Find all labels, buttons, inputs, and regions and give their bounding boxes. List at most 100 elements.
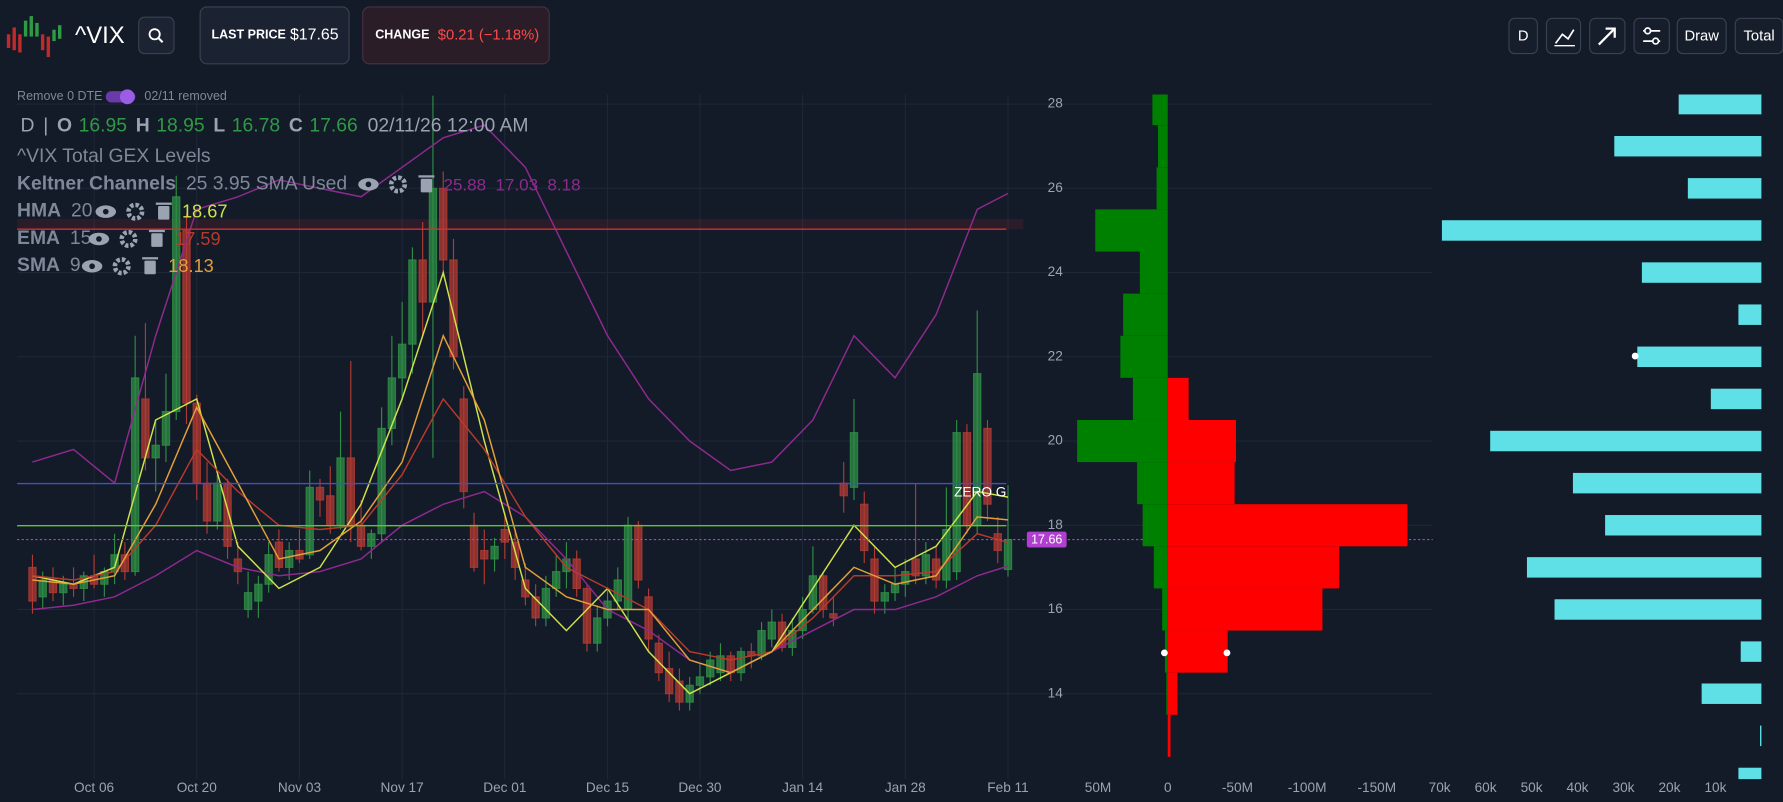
- logo: [6, 16, 62, 58]
- interval-button-label: D: [1518, 28, 1529, 44]
- candle-body: [541, 587, 551, 619]
- candle-body: [336, 457, 345, 526]
- total-button-label: Total: [1744, 28, 1775, 44]
- volume-bar: [1710, 388, 1762, 410]
- gex-bar: [1157, 125, 1168, 168]
- candle-body: [469, 524, 479, 568]
- gex-bar: [1120, 335, 1168, 378]
- candle-body: [377, 427, 386, 535]
- x-tick-label: Jan 14: [782, 780, 823, 795]
- gex-bar: [1167, 672, 1178, 715]
- x-tick-label: Oct 06: [74, 780, 114, 795]
- candle-body: [500, 528, 510, 543]
- search-button[interactable]: [138, 16, 175, 55]
- sma-name: SMA: [17, 255, 60, 276]
- high-value: 18.95: [156, 115, 204, 136]
- gex-bar: [1142, 504, 1168, 547]
- candle-body: [315, 486, 325, 501]
- candle-body: [634, 524, 643, 581]
- volume-bar: [1701, 683, 1762, 704]
- candle-body: [326, 495, 335, 526]
- candle-body: [213, 482, 222, 522]
- volume-bar: [1441, 220, 1762, 241]
- candle-body: [274, 541, 284, 568]
- volume-bar: [1572, 472, 1762, 494]
- low-value: 16.78: [232, 115, 280, 136]
- separator: |: [43, 115, 48, 136]
- y-tick-label: 26: [1048, 180, 1063, 195]
- legend-icons: [81, 175, 435, 276]
- keltner-upper-value: 25.88: [443, 175, 486, 194]
- change-box: CHANGE $0.21 (−1.18%): [362, 6, 550, 65]
- gex-bar: [1167, 588, 1323, 631]
- candle-body: [356, 524, 366, 547]
- open-value: 16.95: [79, 115, 127, 136]
- candle-body: [130, 377, 140, 573]
- keltner-width: 8.18: [547, 175, 580, 194]
- sma-params: 9: [70, 255, 81, 276]
- gear-hub: [119, 263, 124, 269]
- candle-body: [233, 558, 243, 573]
- gear-icon: [388, 175, 408, 194]
- gear-hub: [126, 236, 131, 242]
- eye-pupil: [102, 208, 109, 215]
- x-tick-label: 50k: [1521, 780, 1543, 795]
- trash-lid: [142, 257, 159, 260]
- candle-body: [613, 579, 622, 602]
- sma-row: SMA 9: [17, 255, 81, 276]
- candle-body: [1003, 539, 1013, 571]
- candle-body: [264, 554, 273, 585]
- interval-button[interactable]: D: [1508, 17, 1538, 55]
- candle-body: [767, 621, 777, 640]
- candle-body: [490, 545, 499, 560]
- low-label: L: [213, 115, 225, 136]
- gex-bar: [1167, 419, 1237, 463]
- study-controls: [88, 229, 165, 249]
- total-button[interactable]: Total: [1734, 17, 1783, 55]
- x-tick-label: 50M: [1085, 780, 1112, 795]
- ema-params: 15: [70, 228, 92, 249]
- candle-body: [243, 592, 253, 611]
- indicators-button[interactable]: [1545, 17, 1582, 55]
- candle-body: [757, 629, 766, 657]
- candle-body: [151, 444, 160, 459]
- study-title: ^VIX Total GEX Levels: [17, 146, 210, 167]
- candle-body: [439, 187, 448, 261]
- draw-button[interactable]: Draw: [1676, 17, 1727, 55]
- draw-line-button[interactable]: [1589, 17, 1626, 55]
- candle-body: [839, 482, 848, 497]
- gex-bar: [1167, 630, 1228, 673]
- y-tick-label: 18: [1048, 517, 1063, 532]
- x-tick-label: 20k: [1658, 780, 1680, 795]
- last-price-label: LAST PRICE: [212, 28, 286, 42]
- trash-lid: [418, 175, 435, 178]
- markers: [1160, 352, 1639, 657]
- candle-body: [408, 259, 417, 345]
- trash-icon: [420, 178, 433, 193]
- study-controls: [95, 202, 172, 221]
- gex-bar: [1153, 546, 1168, 589]
- trash-icon: [151, 233, 163, 247]
- candle-body: [223, 482, 232, 547]
- candle-body: [593, 617, 602, 644]
- volume-bar: [1740, 641, 1762, 662]
- candle-body: [38, 579, 47, 598]
- volume-bar: [1490, 430, 1762, 452]
- gex-bar: [1167, 462, 1235, 505]
- trash-icon: [144, 260, 156, 275]
- trash-lid: [148, 229, 165, 233]
- gex-bar: [1167, 377, 1189, 420]
- gex-bar: [1156, 167, 1168, 210]
- toggle[interactable]: [105, 89, 136, 105]
- x-tick-label: -50M: [1222, 780, 1253, 795]
- x-tick-label: 30k: [1613, 780, 1635, 795]
- interval: D: [20, 115, 34, 136]
- keltner-middle-value: 17.03: [495, 175, 538, 194]
- gex-bar: [1166, 672, 1168, 715]
- keltner-row: Keltner Channels 25 3.95 SMA Used: [17, 173, 347, 194]
- candle-body: [510, 541, 520, 568]
- plot-layer: 14 16 18 20 22 24 26 28 Oct 06 Oct 20 Nov 03 Nov 17…: [17, 94, 1762, 795]
- settings-button[interactable]: [1633, 17, 1670, 55]
- gex-bar: [1167, 714, 1171, 757]
- x-tick-label: Nov 17: [381, 780, 424, 795]
